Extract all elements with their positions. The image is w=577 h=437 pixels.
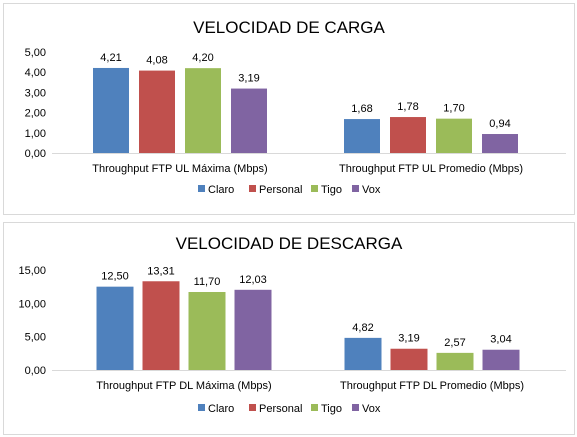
chart-title: VELOCIDAD DE DESCARGA bbox=[176, 234, 403, 253]
legend-swatch-personal bbox=[249, 404, 256, 411]
bar-vox bbox=[482, 349, 520, 370]
data-label: 11,70 bbox=[194, 276, 221, 288]
chart-2: VELOCIDAD DE DESCARGA 0,00 5,00 10,00 15,00 1… bbox=[3, 222, 575, 435]
data-label: 4,21 bbox=[100, 52, 121, 64]
bar-vox bbox=[231, 88, 267, 153]
y-tick-label: 0,00 bbox=[25, 365, 46, 377]
y-tick-label: 1,00 bbox=[25, 128, 46, 140]
y-tick-label: 0,00 bbox=[25, 148, 46, 160]
data-label: 4,08 bbox=[146, 55, 167, 67]
y-tick-label: 4,00 bbox=[25, 67, 46, 79]
bar-personal bbox=[390, 348, 428, 370]
data-label: 1,70 bbox=[443, 103, 464, 115]
y-tick-label: 3,00 bbox=[25, 87, 46, 99]
legend-swatch-vox bbox=[352, 404, 359, 411]
y-tick-label: 10,00 bbox=[18, 298, 46, 310]
legend-label-claro: Claro bbox=[208, 184, 234, 196]
legend-swatch-vox bbox=[352, 185, 359, 192]
category-label: Throughput FTP UL Máxima (Mbps) bbox=[92, 163, 267, 175]
data-label: 12,50 bbox=[101, 271, 129, 283]
bar-claro bbox=[93, 67, 129, 153]
data-label: 13,31 bbox=[147, 265, 175, 277]
legend-label-vox: Vox bbox=[362, 403, 381, 415]
data-label: 12,03 bbox=[239, 274, 267, 286]
legend-label-tigo: Tigo bbox=[321, 184, 342, 196]
y-tick-label: 5,00 bbox=[25, 47, 46, 59]
data-label: 3,19 bbox=[398, 333, 419, 345]
bar-tigo bbox=[436, 352, 474, 370]
data-label: 2,57 bbox=[444, 337, 465, 349]
bar-vox bbox=[482, 134, 518, 153]
y-tick-label: 15,00 bbox=[18, 265, 46, 277]
chart-1: VELOCIDAD DE CARGA 0,00 1,00 2,00 3,00 4,00 5,… bbox=[3, 3, 575, 215]
y-tick-label: 5,00 bbox=[25, 332, 46, 344]
chart-title: VELOCIDAD DE CARGA bbox=[193, 18, 385, 37]
y-tick-label: 2,00 bbox=[25, 108, 46, 120]
category-label: Throughput FTP DL Máxima (Mbps) bbox=[96, 380, 271, 392]
data-label: 3,04 bbox=[490, 334, 511, 346]
bar-claro bbox=[344, 119, 380, 153]
legend-label-claro: Claro bbox=[208, 403, 234, 415]
bar-personal bbox=[142, 281, 180, 370]
legend-swatch-claro bbox=[198, 404, 205, 411]
data-label: 4,82 bbox=[352, 322, 373, 334]
data-label: 1,78 bbox=[397, 101, 418, 113]
category-label: Throughput FTP DL Promedio (Mbps) bbox=[340, 380, 524, 392]
legend-swatch-personal bbox=[249, 185, 256, 192]
bar-claro bbox=[344, 337, 382, 370]
bar-tigo bbox=[188, 292, 226, 370]
category-label: Throughput FTP UL Promedio (Mbps) bbox=[339, 163, 523, 175]
legend-label-personal: Personal bbox=[259, 403, 302, 415]
data-label: 1,68 bbox=[351, 103, 372, 115]
legend-swatch-tigo bbox=[311, 185, 318, 192]
data-label: 4,20 bbox=[192, 52, 213, 64]
bar-tigo bbox=[436, 118, 472, 153]
data-label: 0,94 bbox=[489, 118, 510, 130]
legend-swatch-tigo bbox=[311, 404, 318, 411]
bar-claro bbox=[96, 286, 134, 370]
legend-label-vox: Vox bbox=[362, 184, 381, 196]
bar-tigo bbox=[185, 68, 221, 153]
bar-vox bbox=[234, 289, 272, 370]
bar-personal bbox=[139, 70, 175, 153]
legend-label-personal: Personal bbox=[259, 184, 302, 196]
legend-label-tigo: Tigo bbox=[321, 403, 342, 415]
data-label: 3,19 bbox=[238, 73, 259, 85]
bar-personal bbox=[390, 117, 426, 153]
legend-swatch-claro bbox=[198, 185, 205, 192]
